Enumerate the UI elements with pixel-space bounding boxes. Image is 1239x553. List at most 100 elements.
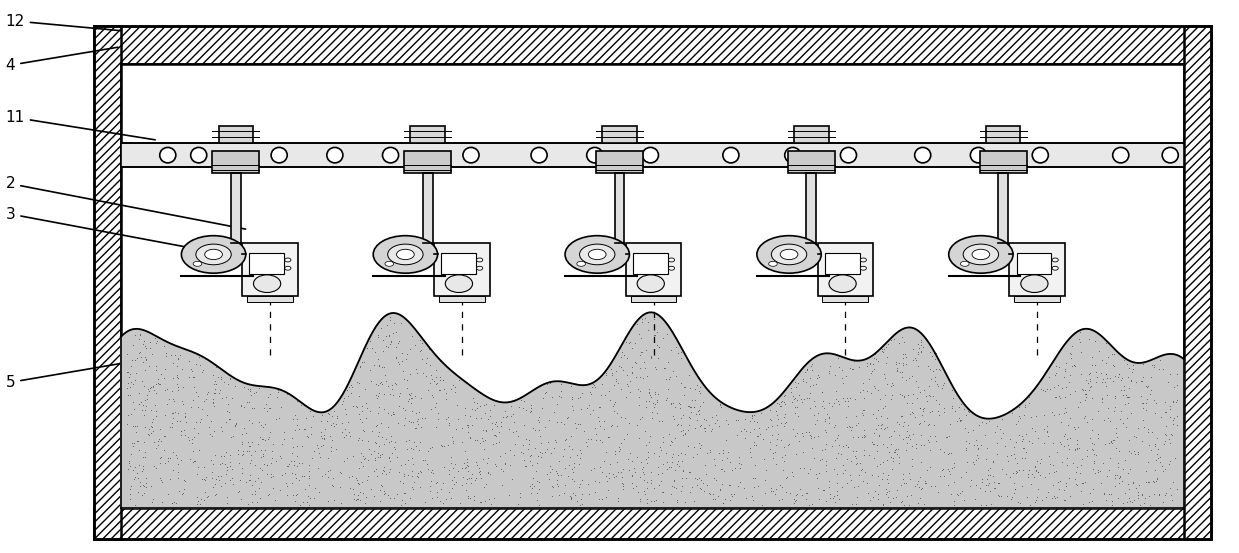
Point bbox=[1075, 390, 1095, 399]
Point bbox=[865, 384, 885, 393]
Point bbox=[482, 499, 502, 508]
Point bbox=[1080, 368, 1100, 377]
Point bbox=[496, 459, 515, 468]
Point bbox=[254, 452, 274, 461]
Point bbox=[403, 484, 422, 493]
Point bbox=[136, 343, 156, 352]
Ellipse shape bbox=[642, 148, 658, 163]
Point bbox=[902, 408, 922, 417]
Point bbox=[695, 424, 715, 432]
Point bbox=[133, 405, 152, 414]
Point bbox=[828, 478, 847, 487]
Point bbox=[769, 400, 789, 409]
Ellipse shape bbox=[445, 275, 472, 293]
Point bbox=[911, 441, 930, 450]
Point bbox=[623, 464, 643, 473]
Point bbox=[871, 423, 891, 432]
Point bbox=[333, 397, 353, 405]
Point bbox=[478, 468, 498, 477]
Point bbox=[1066, 446, 1085, 455]
Point bbox=[1005, 485, 1025, 494]
Point bbox=[612, 413, 632, 421]
Point bbox=[752, 501, 772, 510]
Point bbox=[611, 467, 631, 476]
Point bbox=[1144, 360, 1163, 369]
Point bbox=[415, 414, 435, 422]
Point bbox=[673, 431, 693, 440]
Point bbox=[957, 468, 976, 477]
Point bbox=[937, 432, 957, 441]
Point bbox=[367, 421, 387, 430]
Point bbox=[471, 498, 491, 507]
Point bbox=[390, 319, 410, 327]
Point bbox=[799, 393, 819, 402]
Point bbox=[287, 451, 307, 460]
Point bbox=[265, 415, 285, 424]
Point bbox=[223, 393, 243, 402]
Point bbox=[429, 386, 449, 395]
Point bbox=[1073, 479, 1093, 488]
Point bbox=[219, 370, 239, 379]
Point bbox=[145, 333, 165, 342]
Point bbox=[1114, 382, 1134, 390]
Point bbox=[394, 469, 414, 478]
Point bbox=[140, 338, 160, 347]
Point bbox=[203, 398, 223, 407]
Point bbox=[326, 420, 346, 429]
Point bbox=[1114, 356, 1134, 364]
Point bbox=[297, 431, 317, 440]
Point bbox=[1125, 450, 1145, 458]
Bar bbox=[794, 127, 829, 143]
Point bbox=[877, 470, 897, 479]
Point bbox=[1079, 369, 1099, 378]
Point bbox=[311, 428, 331, 437]
Point bbox=[410, 466, 430, 475]
Point bbox=[1106, 429, 1126, 437]
Point bbox=[197, 493, 217, 502]
Point bbox=[421, 466, 441, 475]
Point bbox=[555, 481, 575, 490]
Bar bbox=[404, 151, 451, 173]
Point bbox=[812, 445, 831, 454]
Point bbox=[384, 444, 404, 453]
Point bbox=[156, 352, 176, 361]
Point bbox=[1118, 414, 1137, 422]
Point bbox=[1059, 444, 1079, 453]
Point bbox=[574, 427, 593, 436]
Point bbox=[201, 456, 221, 465]
Point bbox=[1035, 439, 1054, 447]
Point bbox=[999, 457, 1018, 466]
Point bbox=[1113, 477, 1132, 486]
Point bbox=[627, 320, 647, 328]
Point bbox=[487, 422, 507, 431]
Point bbox=[162, 409, 182, 418]
Point bbox=[250, 494, 270, 503]
Point bbox=[613, 366, 633, 375]
Point bbox=[403, 406, 422, 415]
Point bbox=[253, 466, 273, 474]
Point bbox=[1035, 424, 1054, 433]
Point bbox=[353, 489, 373, 498]
Point bbox=[142, 383, 162, 392]
Point bbox=[383, 329, 403, 338]
Point bbox=[155, 341, 175, 350]
Point bbox=[642, 413, 662, 422]
Point bbox=[900, 435, 919, 444]
Point bbox=[772, 453, 792, 462]
Point bbox=[282, 491, 302, 499]
Point bbox=[672, 457, 691, 466]
Point bbox=[436, 389, 456, 398]
Point bbox=[426, 423, 446, 432]
Point bbox=[976, 454, 996, 463]
Point bbox=[214, 478, 234, 487]
Point bbox=[646, 364, 665, 373]
Point bbox=[662, 489, 681, 498]
Point bbox=[869, 420, 888, 429]
Point bbox=[1074, 414, 1094, 422]
Point bbox=[602, 421, 622, 430]
Point bbox=[1158, 378, 1178, 387]
Point bbox=[403, 418, 422, 426]
Point bbox=[151, 369, 171, 378]
Point bbox=[1125, 433, 1145, 442]
Point bbox=[394, 488, 414, 497]
